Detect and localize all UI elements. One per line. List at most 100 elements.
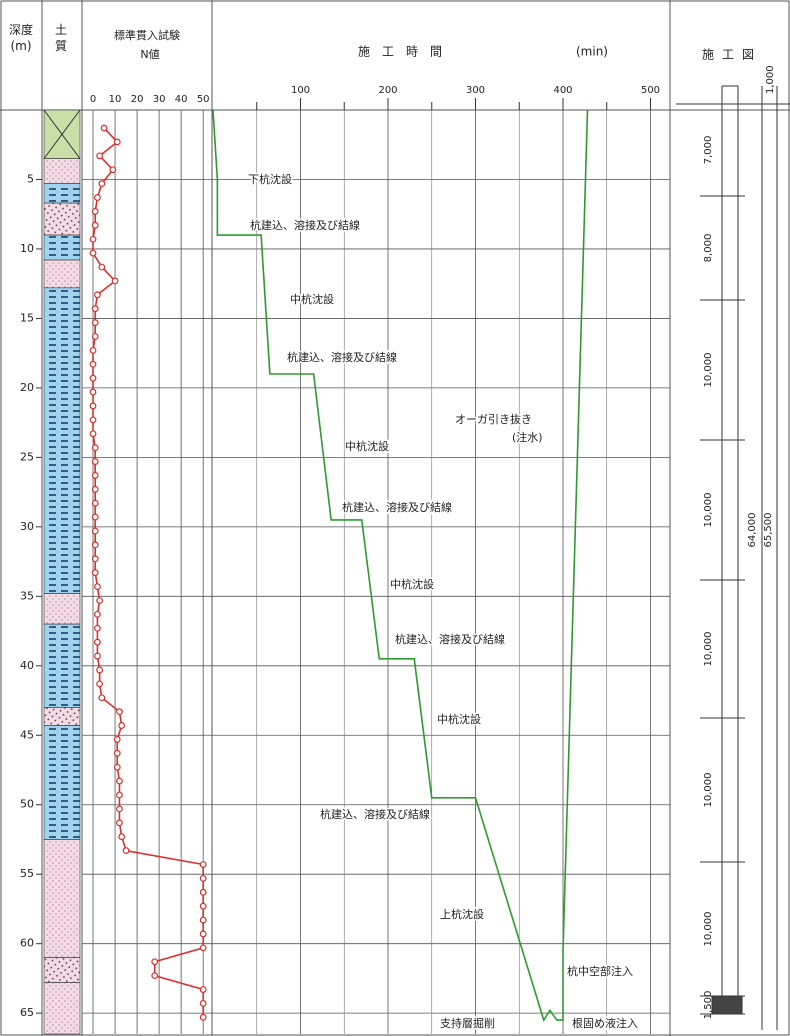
pile-title: 施工図: [702, 48, 762, 62]
data-point: [94, 652, 101, 660]
data-point: [91, 513, 99, 521]
data-point: [199, 944, 207, 952]
annotation: 中杭沈設: [437, 712, 481, 726]
segment-label: 8,000: [703, 234, 714, 263]
data-point: [89, 430, 97, 438]
fill-cross: [43, 109, 81, 159]
data-point: [89, 235, 97, 243]
annotation: 上杭沈設: [440, 907, 484, 921]
time-unit: (min): [576, 45, 608, 59]
data-point: [199, 1000, 207, 1007]
y-tick-label: 45: [20, 728, 34, 741]
data-point: [118, 722, 126, 729]
soil-layer: [43, 183, 81, 204]
data-point: [116, 819, 123, 827]
x-tick-label: 0: [90, 94, 96, 105]
data-point: [94, 291, 101, 299]
data-point: [199, 930, 207, 938]
segment-label: 1,500: [703, 991, 714, 1020]
x-tick-label: 200: [378, 85, 397, 96]
data-point: [91, 208, 99, 215]
annotation: 根固め液注入: [572, 1016, 638, 1030]
annotation: (注水): [512, 430, 543, 444]
pile-total: 64,000: [747, 513, 758, 548]
data-point: [96, 597, 104, 604]
soil-layer: [43, 707, 81, 726]
pile-total: 65,500: [763, 513, 774, 548]
data-point: [199, 902, 207, 910]
y-tick-label: 10: [20, 242, 34, 255]
data-point: [199, 861, 207, 868]
data-point: [151, 972, 159, 980]
y-tick-label: 50: [20, 798, 34, 811]
n-xlabel: N値: [140, 48, 159, 61]
annotation: 杭建込、溶接及び結線: [320, 807, 430, 821]
x-tick-label: 10: [109, 94, 122, 105]
data-point: [111, 277, 119, 285]
x-tick-label: 20: [131, 94, 144, 105]
data-point: [91, 527, 99, 535]
data-point: [91, 541, 99, 549]
data-point: [116, 805, 123, 813]
data-point: [116, 777, 123, 785]
depth-label: 深度(m): [8, 23, 33, 53]
pile-top-label: 1,000: [765, 65, 776, 94]
data-point: [122, 847, 130, 854]
data-point: [91, 569, 99, 577]
data-point: [96, 680, 104, 688]
x-tick-label: 400: [553, 85, 572, 96]
data-point: [199, 874, 207, 882]
data-point: [89, 388, 97, 396]
y-tick-label: 5: [27, 172, 34, 185]
annotation: 支持層掘削: [440, 1016, 495, 1030]
data-point: [116, 791, 123, 799]
y-tick-label: 20: [20, 381, 34, 394]
data-point: [91, 458, 99, 465]
data-point: [199, 888, 207, 896]
soil-layer: [43, 287, 81, 594]
segment-label: 10,000: [703, 773, 714, 808]
data-point: [91, 221, 99, 229]
data-point: [89, 416, 97, 424]
y-tick-label: 65: [20, 1006, 34, 1019]
data-point: [94, 638, 101, 646]
data-point: [94, 624, 101, 632]
data-point: [100, 124, 108, 132]
soil-layer: [43, 982, 81, 1035]
data-point: [91, 472, 99, 479]
annotation: 杭建込、溶接及び結線: [395, 632, 505, 646]
n-title: 標準貫入試験: [114, 28, 180, 42]
annotation: 杭中空部注入: [567, 964, 633, 978]
data-line: [92, 127, 204, 1018]
annotation: 杭建込、溶接及び結線: [250, 218, 360, 232]
annotation: オーガ引き抜き: [455, 412, 532, 426]
annotation: 中杭沈設: [345, 439, 389, 453]
segment-label: 10,000: [703, 912, 714, 947]
annotation: 下杭沈設: [248, 172, 292, 186]
data-point: [91, 333, 99, 340]
data-point: [151, 958, 159, 966]
x-tick-label: 100: [291, 85, 310, 96]
pile-drawing: [676, 85, 790, 1030]
annotation: 中杭沈設: [290, 292, 334, 306]
data-point: [96, 152, 104, 160]
y-tick-label: 55: [20, 867, 34, 880]
data-point: [94, 194, 101, 201]
data-point: [91, 444, 99, 452]
annotation: 杭建込、溶接及び結線: [287, 350, 397, 364]
soil-layer: [43, 839, 81, 958]
data-point: [91, 555, 99, 563]
data-point: [89, 249, 97, 257]
soil-layer: [43, 957, 81, 983]
data-point: [98, 694, 106, 702]
data-point: [96, 666, 104, 674]
y-tick-label: 25: [20, 450, 34, 463]
data-point: [113, 736, 121, 743]
segment-label: 10,000: [703, 632, 714, 667]
data-point: [113, 749, 121, 757]
x-tick-label: 30: [153, 94, 166, 105]
soil-layer: [43, 623, 81, 708]
